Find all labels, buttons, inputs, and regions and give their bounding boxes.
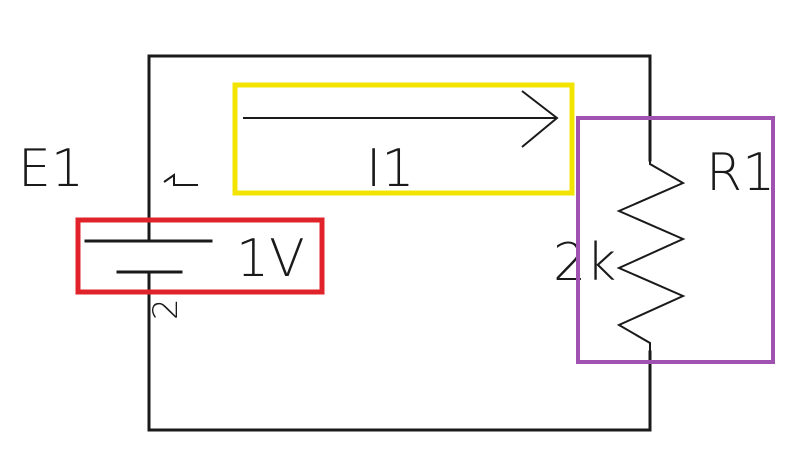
circuit-wires xyxy=(147,54,652,432)
source-name-label: E1 xyxy=(18,139,84,199)
pin-1-marker xyxy=(163,173,198,186)
battery-symbol xyxy=(84,239,213,274)
source-value-label: 1V xyxy=(236,229,305,289)
current-arrow-head xyxy=(521,90,559,148)
current-highlight-box xyxy=(232,82,575,196)
current-arrow xyxy=(243,90,559,148)
source-highlight-box xyxy=(75,217,325,295)
pin-2-label: 2 xyxy=(146,298,186,320)
resistor-highlight-box xyxy=(576,116,775,364)
resistor-name-label: R1 xyxy=(706,143,775,203)
current-name-label: I1 xyxy=(366,139,414,199)
resistor-symbol xyxy=(616,160,686,352)
wire-left-top xyxy=(147,54,652,242)
wire-right-bottom xyxy=(147,270,652,432)
resistor-value-label: 2k xyxy=(553,233,616,293)
